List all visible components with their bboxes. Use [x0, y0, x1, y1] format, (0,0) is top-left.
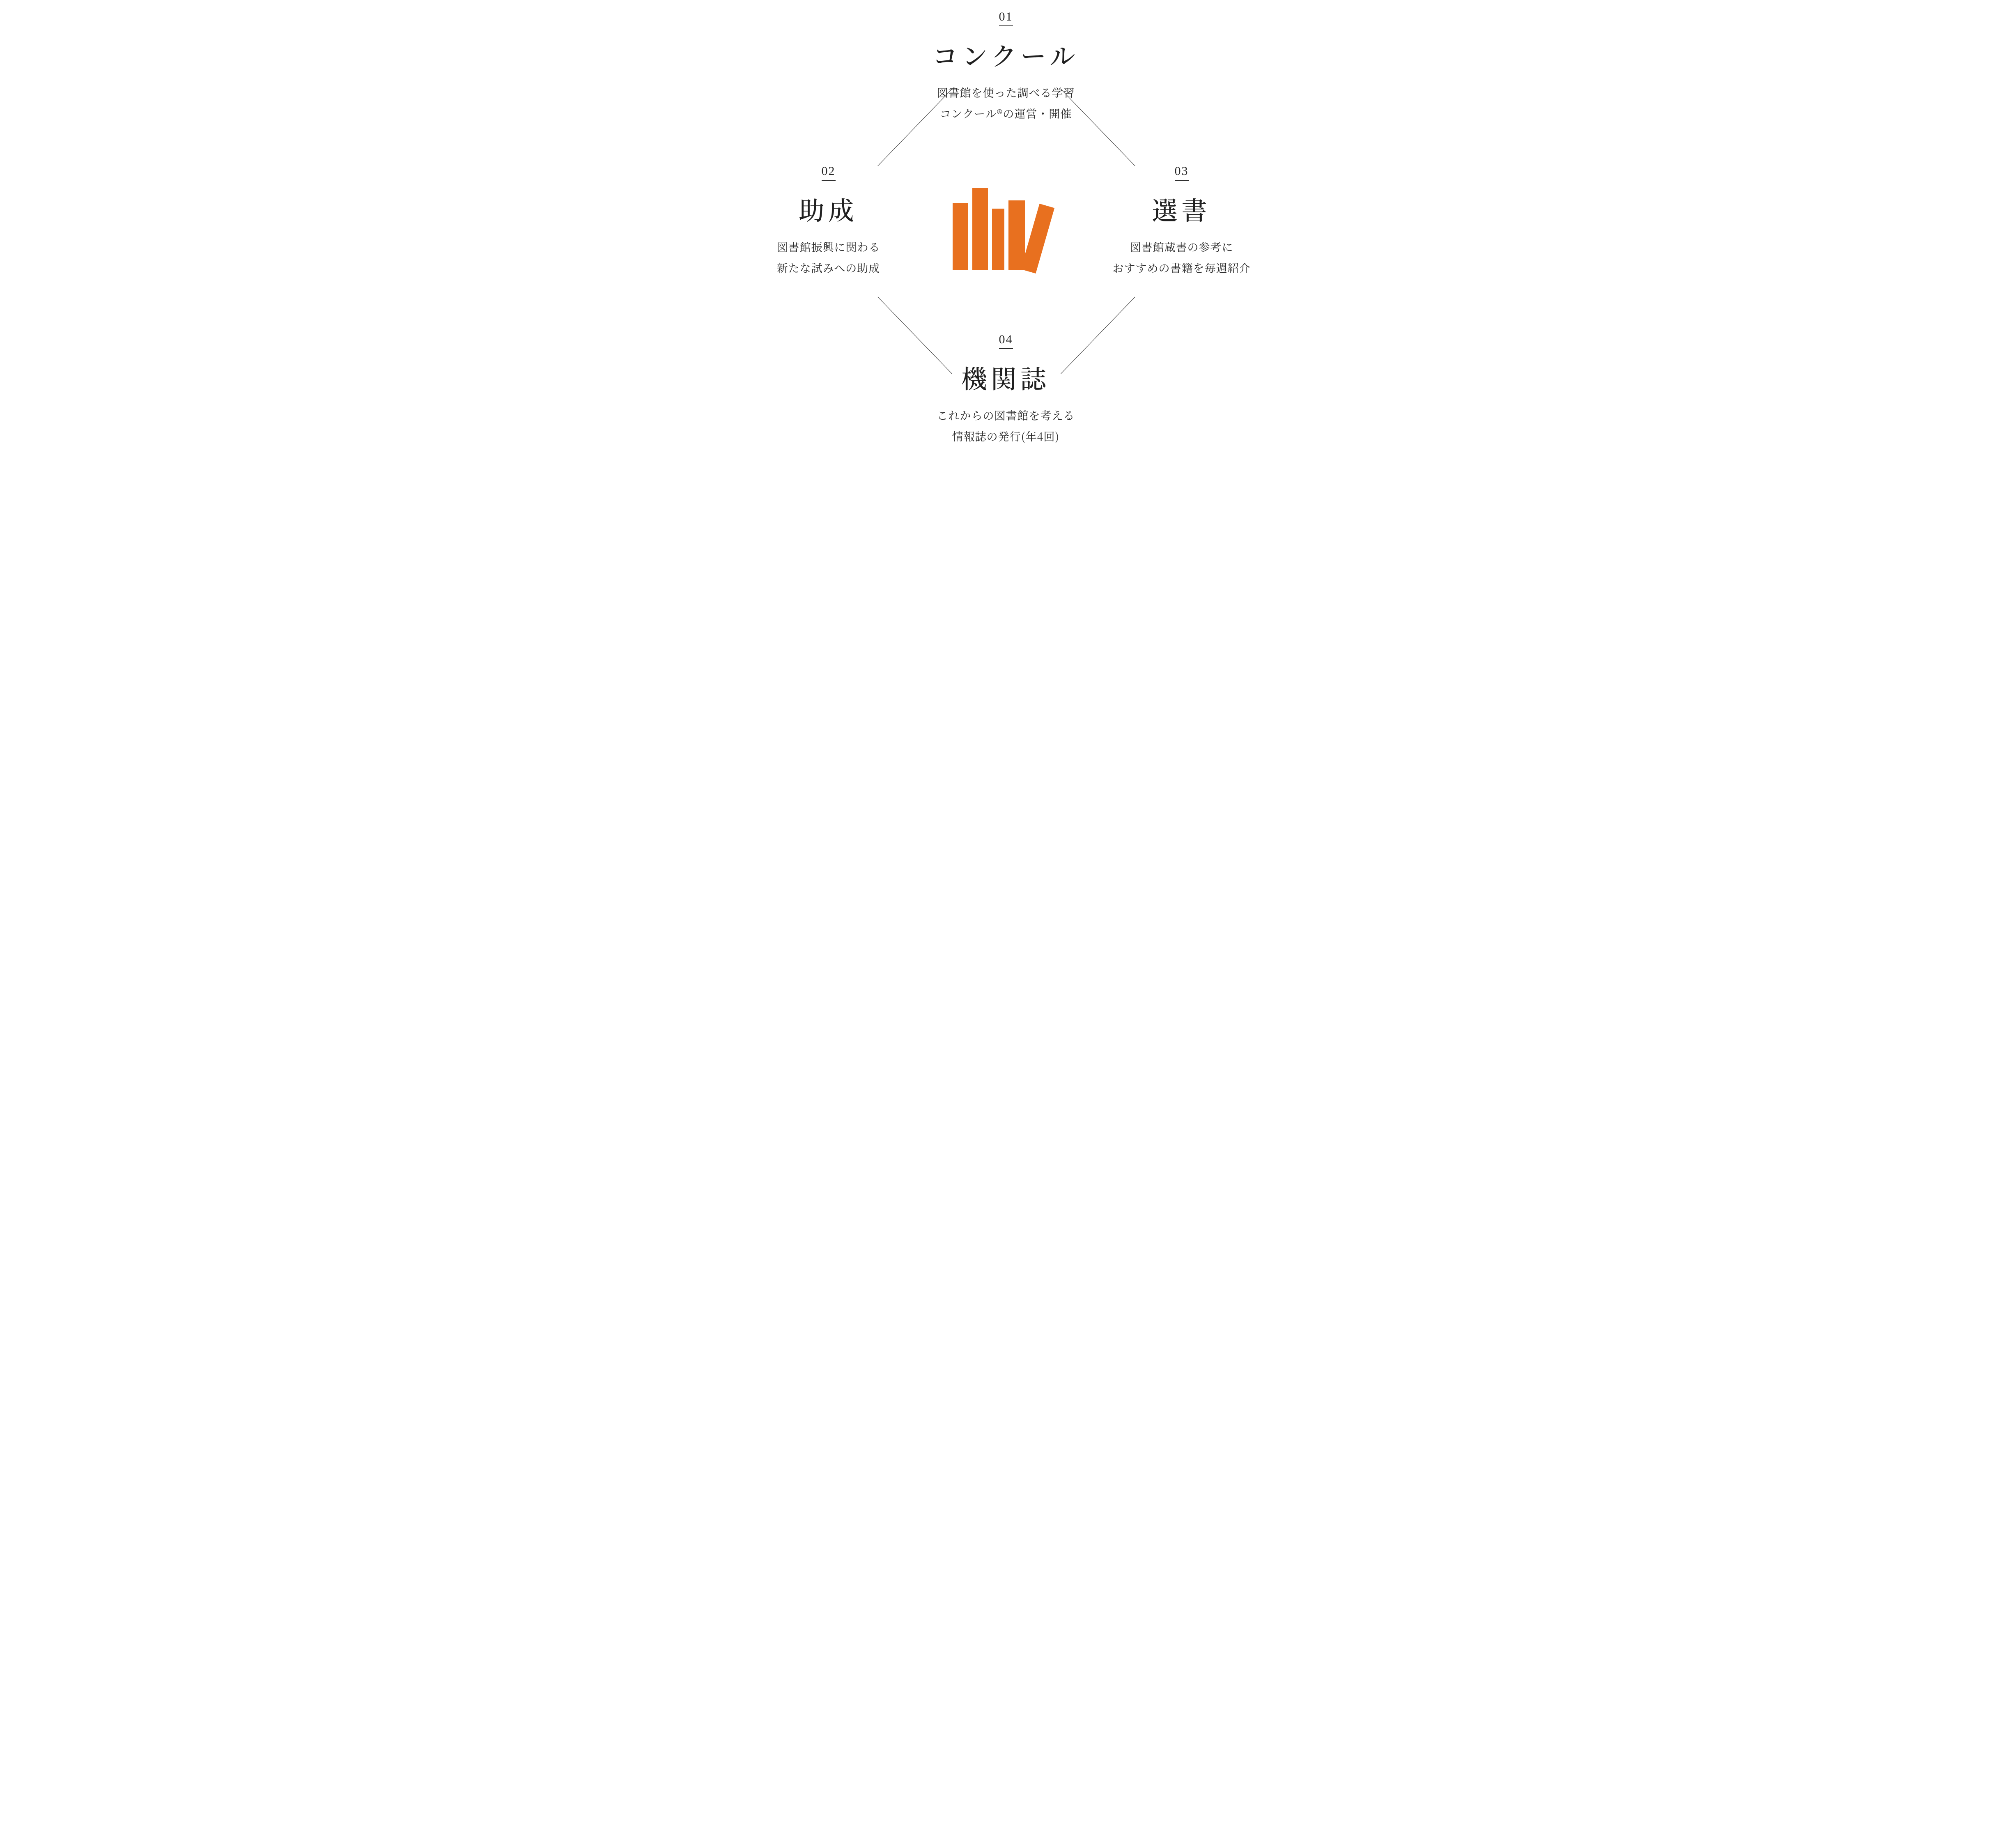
books-icon: [953, 188, 1059, 274]
node-desc: これからの図書館を考える 情報誌の発行(年4回): [920, 405, 1092, 447]
node-concours: 01 コンクール 図書館を使った調べる学習 コンクール®の運営・開催: [920, 10, 1092, 124]
node-number: 02: [822, 164, 836, 181]
node-title: 機関誌: [920, 359, 1092, 395]
node-desc-line: おすすめの書籍を毎週紹介: [1112, 260, 1250, 276]
node-desc-line: コンクール®の運営・開催: [940, 105, 1072, 121]
node-grant: 02 助成 図書館振興に関わる 新たな試みへの助成: [742, 164, 915, 278]
node-desc-line: 図書館振興に関わる: [777, 239, 880, 255]
node-number: 04: [999, 333, 1013, 349]
node-number: 03: [1175, 164, 1189, 181]
node-desc: 図書館を使った調べる学習 コンクール®の運営・開催: [920, 82, 1092, 124]
node-title: 助成: [742, 191, 915, 227]
node-desc-line: これからの図書館を考える: [937, 407, 1075, 423]
node-title: コンクール: [920, 36, 1092, 73]
node-desc-line: 新たな試みへの助成: [777, 260, 880, 276]
node-desc: 図書館蔵書の参考に おすすめの書籍を毎週紹介: [1096, 236, 1268, 278]
diagram-stage: 01 コンクール 図書館を使った調べる学習 コンクール®の運営・開催 02 助成…: [755, 0, 1258, 462]
node-title: 選書: [1096, 191, 1268, 227]
node-desc: 図書館振興に関わる 新たな試みへの助成: [742, 236, 915, 278]
node-journal: 04 機関誌 これからの図書館を考える 情報誌の発行(年4回): [920, 333, 1092, 447]
node-selection: 03 選書 図書館蔵書の参考に おすすめの書籍を毎週紹介: [1096, 164, 1268, 278]
node-desc-line: 図書館蔵書の参考に: [1130, 239, 1233, 255]
node-desc-line: 図書館を使った調べる学習: [937, 84, 1075, 100]
node-number: 01: [999, 10, 1013, 26]
node-desc-line: 情報誌の発行(年4回): [952, 428, 1060, 444]
